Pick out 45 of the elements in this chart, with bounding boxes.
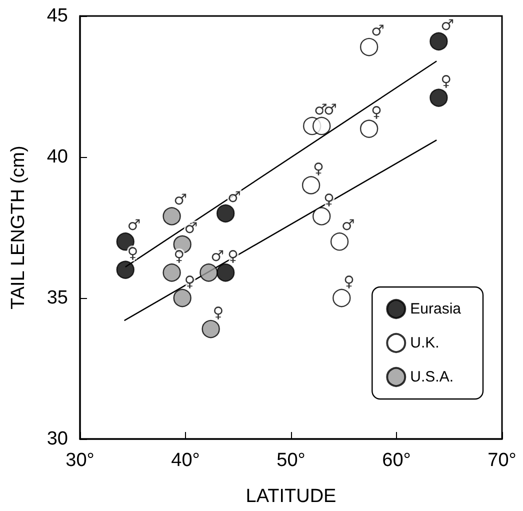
- x-tick-label: 30°: [66, 450, 94, 471]
- point: [162, 207, 181, 226]
- legend-label: Eurasia: [410, 300, 462, 318]
- point: [332, 288, 351, 308]
- data-label: ♀: [212, 303, 224, 322]
- data-label: ♂: [370, 21, 384, 40]
- x-tick-label: 40°: [171, 450, 200, 471]
- data-label: ♀: [370, 103, 382, 122]
- point: [430, 88, 448, 107]
- point: [330, 232, 349, 251]
- point: [312, 207, 331, 226]
- y-tick-label: 35: [46, 288, 68, 308]
- data-label: ♀: [440, 72, 452, 90]
- data-label: ♂: [341, 216, 355, 234]
- point: [200, 264, 218, 282]
- data-label: ♀: [127, 244, 138, 262]
- x-tick-label: 70°: [488, 450, 516, 471]
- point: [216, 204, 235, 222]
- y-tick-label: 40: [46, 146, 68, 168]
- data-label: ♀: [344, 272, 355, 290]
- data-label: ♂: [210, 247, 224, 266]
- point: [173, 288, 192, 308]
- data-label: ♀: [174, 247, 185, 266]
- data-label: ♂: [174, 190, 188, 209]
- data-label: ♂: [127, 216, 141, 234]
- data-label: ♂: [440, 16, 454, 34]
- point: [202, 320, 220, 338]
- legend-label: U.S.A.: [410, 368, 454, 386]
- point: [312, 116, 331, 136]
- legend-label: U.K.: [410, 334, 440, 352]
- data-label: ♂: [184, 218, 198, 237]
- y-tick-label: 45: [46, 6, 68, 26]
- y-axis-title: TAIL LENGTH (cm): [8, 146, 29, 310]
- point: [216, 264, 235, 282]
- point: [360, 120, 378, 138]
- point: [162, 264, 181, 282]
- point: [116, 260, 134, 279]
- y-tick-label: 30: [46, 428, 68, 450]
- point: [360, 38, 378, 56]
- point: [302, 176, 320, 194]
- data-label: ♀: [312, 160, 324, 178]
- x-axis-title: LATITUDE: [246, 486, 336, 507]
- x-tick-label: 50°: [276, 450, 306, 471]
- point: [430, 32, 448, 50]
- x-tick-label: 60°: [382, 450, 411, 471]
